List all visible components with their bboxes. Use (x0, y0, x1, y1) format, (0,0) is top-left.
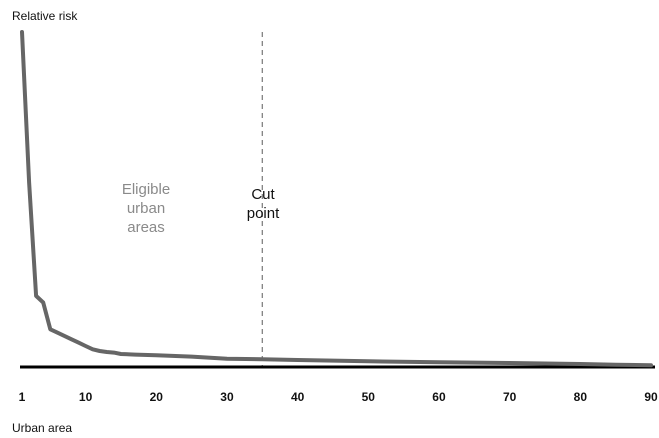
relative-risk-curve (20, 30, 653, 368)
x-tick-label: 10 (79, 390, 93, 404)
x-tick-label: 50 (362, 390, 376, 404)
x-axis-label: Urban area (12, 421, 72, 435)
x-axis-ticks: 1 10 20 30 40 50 60 70 80 90 (19, 390, 658, 404)
x-tick-label: 60 (432, 390, 446, 404)
x-tick-label: 30 (220, 390, 234, 404)
cut-point-annotation-line-1: Cut (251, 186, 275, 203)
x-tick-label: 70 (503, 390, 517, 404)
cut-point-annotation-line-2: point (247, 205, 280, 222)
eligible-annotation-line-3: areas (127, 219, 165, 236)
x-tick-label: 80 (574, 390, 588, 404)
chart-marks (20, 30, 655, 369)
x-tick-label: 90 (644, 390, 658, 404)
eligible-annotation-line-1: Eligible (122, 181, 170, 198)
eligible-annotation-line-2: urban (127, 200, 165, 217)
x-tick-label: 1 (19, 390, 26, 404)
x-tick-label: 20 (150, 390, 164, 404)
y-axis-label: Relative risk (12, 9, 78, 23)
x-tick-label: 40 (291, 390, 305, 404)
